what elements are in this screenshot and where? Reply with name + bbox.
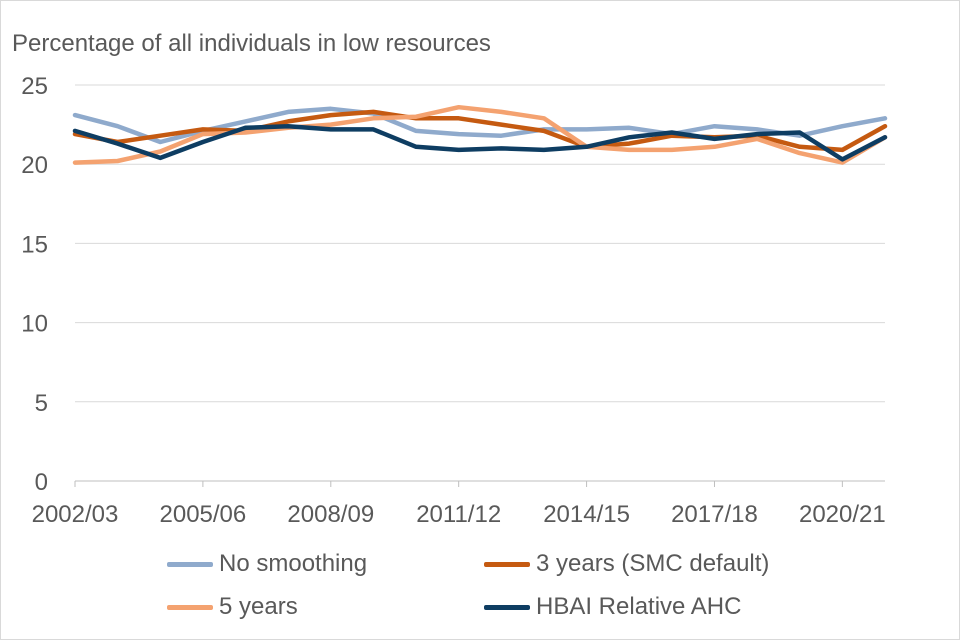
legend-swatch-no-smoothing bbox=[167, 561, 213, 567]
legend-label-hbai: HBAI Relative AHC bbox=[536, 593, 742, 620]
legend-item-5-years: 5 years bbox=[167, 592, 298, 622]
legend-item-3-years: 3 years (SMC default) bbox=[484, 549, 769, 579]
y-tick-label-0: 0 bbox=[35, 469, 48, 496]
y-tick-labels: 0 5 10 15 20 25 bbox=[21, 73, 48, 496]
legend-swatch-hbai bbox=[484, 604, 530, 610]
series-lines bbox=[72, 104, 888, 165]
x-tick-label-2002-03: 2002/03 bbox=[32, 501, 119, 528]
y-axis-title: Percentage of all individuals in low res… bbox=[12, 30, 491, 57]
series-line-5-years bbox=[72, 104, 888, 165]
legend-label-3-years: 3 years (SMC default) bbox=[536, 550, 770, 577]
legend-item-hbai: HBAI Relative AHC bbox=[484, 592, 741, 622]
y-tick-label-20: 20 bbox=[21, 152, 48, 179]
series-line-hbai-relative-ahc bbox=[72, 123, 888, 162]
x-tick-labels: 2002/03 2005/06 2008/09 2011/12 2014/15 2017/… bbox=[32, 501, 886, 528]
x-tick-label-2014-15: 2014/15 bbox=[543, 501, 630, 528]
legend-label-5-years: 5 years bbox=[219, 593, 298, 620]
y-tick-label-25: 25 bbox=[21, 73, 48, 100]
gridlines bbox=[74, 84, 885, 487]
x-tick-label-2017-18: 2017/18 bbox=[671, 501, 758, 528]
y-tick-label-5: 5 bbox=[35, 390, 48, 417]
x-tick-label-2011-12: 2011/12 bbox=[416, 501, 501, 528]
legend-swatch-5-years bbox=[167, 604, 213, 610]
x-tick-label-2008-09: 2008/09 bbox=[287, 501, 374, 528]
legend-label-no-smoothing: No smoothing bbox=[219, 550, 368, 577]
x-tick-label-2005-06: 2005/06 bbox=[160, 501, 247, 528]
x-tick-label-2020-21: 2020/21 bbox=[799, 501, 886, 528]
legend-item-no-smoothing: No smoothing bbox=[167, 549, 367, 579]
legend-swatch-3-years bbox=[484, 561, 530, 567]
y-tick-label-15: 15 bbox=[21, 231, 48, 258]
y-tick-label-10: 10 bbox=[21, 311, 48, 338]
